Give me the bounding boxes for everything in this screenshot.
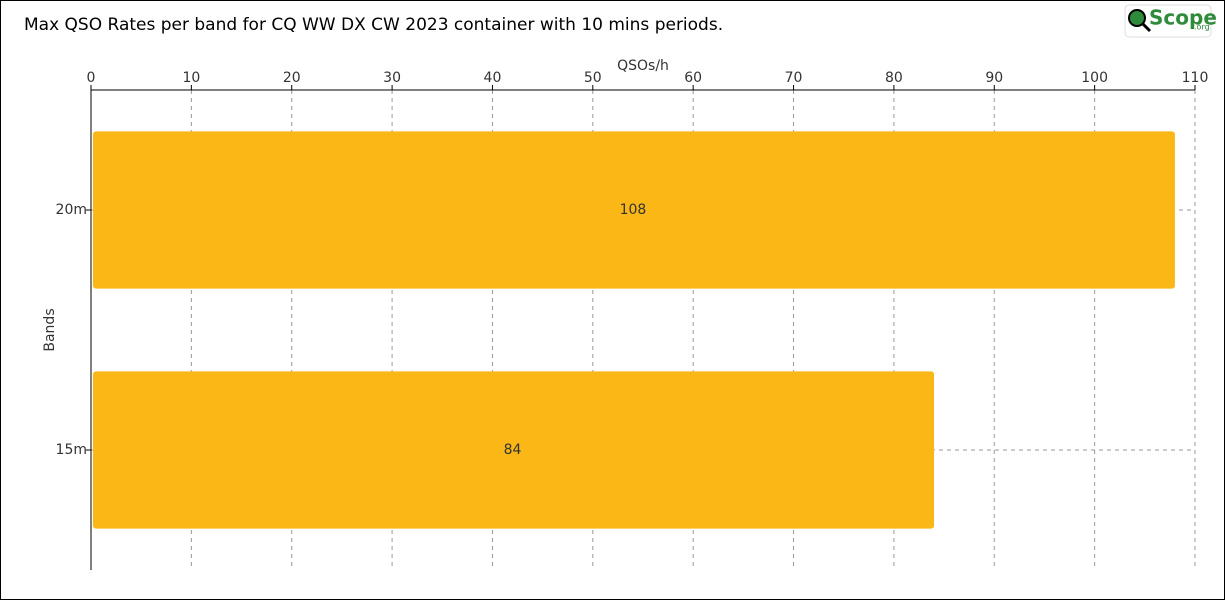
x-tick-label: 30 <box>383 70 401 86</box>
chart-title: Max QSO Rates per band for CQ WW DX CW 2… <box>24 15 723 35</box>
x-tick-label: 100 <box>1081 70 1108 86</box>
logo-icon <box>1128 9 1146 27</box>
x-axis-label: QSOs/h <box>617 58 669 74</box>
x-tick-label: 50 <box>584 70 602 86</box>
y-tick-label: 15m <box>56 442 87 458</box>
x-tick-label: 40 <box>484 70 502 86</box>
y-tick-label: 20m <box>56 202 87 218</box>
x-tick-label: 0 <box>87 70 96 86</box>
logo-suffix: .org <box>1194 23 1210 32</box>
value-label: 84 <box>504 442 522 458</box>
logo-text: Scope <box>1149 6 1217 30</box>
x-tick-label: 20 <box>283 70 301 86</box>
x-tick-label: 70 <box>785 70 803 86</box>
x-tick-label: 10 <box>182 70 200 86</box>
x-tick-label: 90 <box>985 70 1003 86</box>
value-label: 108 <box>620 202 647 218</box>
logo: Scope .org <box>1124 4 1217 38</box>
y-axis-label: Bands <box>42 308 58 351</box>
x-tick-label: 60 <box>684 70 702 86</box>
bar <box>93 131 1175 289</box>
x-tick-label: 110 <box>1182 70 1209 86</box>
x-tick-label: 80 <box>885 70 903 86</box>
bar <box>93 371 935 529</box>
logo-handle <box>1141 22 1152 33</box>
